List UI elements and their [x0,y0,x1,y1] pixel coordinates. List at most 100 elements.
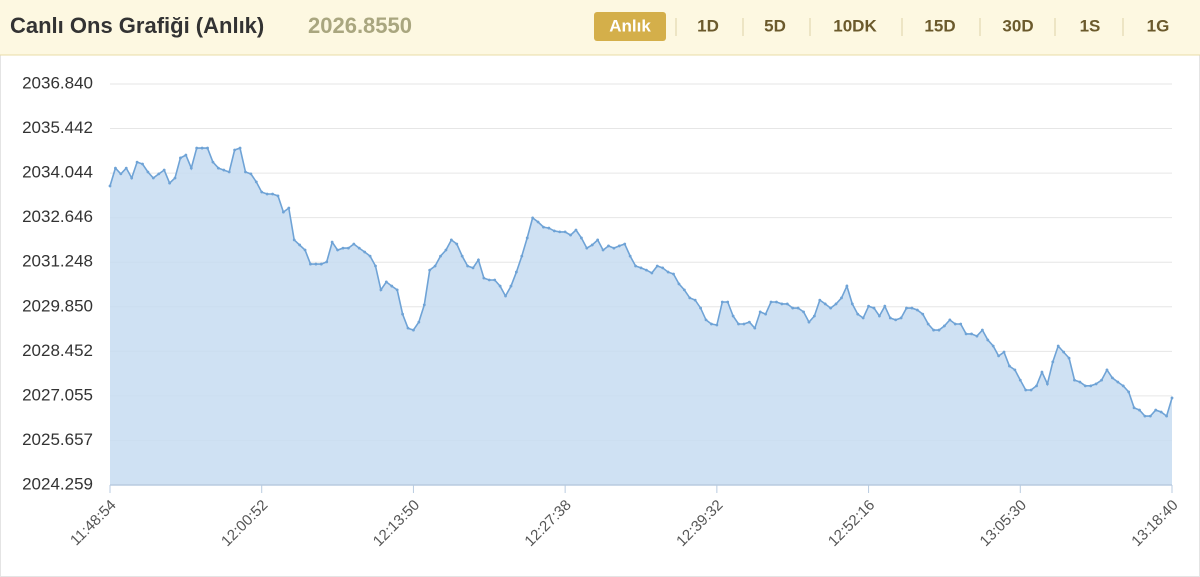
point [1159,410,1163,414]
period-button-bg[interactable] [594,12,666,41]
point [336,248,339,252]
point [303,248,307,252]
point [173,176,177,180]
point [558,230,562,234]
point [812,314,816,318]
point [1029,388,1033,392]
point [374,264,377,268]
point [585,246,589,250]
point [791,306,795,310]
point [742,322,746,326]
period-button[interactable]: 5D [764,16,786,35]
point [932,328,935,332]
point [764,312,768,316]
point [910,306,914,310]
point [753,326,757,330]
period-button[interactable]: Anlık [609,16,651,35]
point [948,318,952,322]
period-button[interactable]: 1G [1147,16,1170,35]
point [433,264,437,268]
point [769,300,773,304]
point [477,258,480,262]
point [135,160,139,164]
point [449,238,453,242]
point [970,332,973,336]
point [699,306,703,310]
period-button[interactable]: 10DK [833,16,877,35]
point [455,242,459,246]
point [655,264,659,268]
point [260,190,264,194]
point [607,244,610,248]
point [818,298,822,302]
point [168,181,172,185]
point [1110,376,1114,380]
point [834,302,838,306]
point [368,254,372,258]
point [157,172,161,176]
point [498,284,502,288]
point [227,170,231,174]
period-button[interactable]: 1D [697,16,719,35]
point [726,300,730,304]
point [850,302,854,306]
point [417,320,421,324]
point [845,284,849,288]
point [888,316,892,320]
period-button[interactable]: 15D [924,16,955,35]
point [509,284,513,288]
point [953,322,957,326]
point [856,312,860,316]
point [899,316,903,320]
point [688,296,692,300]
point [1062,350,1066,354]
point [720,300,724,304]
y-tick-label: 2031.248 [22,252,93,271]
point [590,243,594,247]
point [894,318,898,322]
point [552,229,556,233]
point [1073,378,1076,382]
point [151,176,155,180]
point [233,148,237,152]
point [1121,384,1125,388]
point [162,168,166,172]
point [1078,380,1082,384]
point [617,244,621,248]
point [840,296,843,300]
point [666,270,670,274]
period-button[interactable]: 1S [1080,16,1101,35]
y-tick-label: 2029.850 [22,296,93,315]
point [997,354,1001,358]
point [249,172,253,176]
point [347,246,350,250]
point [682,288,686,292]
point [406,326,410,330]
point [319,262,323,266]
point [601,248,605,252]
point [542,225,545,229]
point [1083,384,1087,388]
point [384,280,388,284]
point [704,318,708,322]
point [390,284,394,288]
point [287,206,291,210]
point [189,166,193,170]
point [1165,414,1168,418]
point [1040,370,1044,374]
point [596,238,600,242]
point [114,166,117,170]
point [1056,344,1060,348]
point [1067,356,1071,360]
period-button[interactable]: 30D [1002,16,1033,35]
point [569,233,572,237]
point [531,216,535,220]
point [861,316,865,320]
point [563,230,567,234]
y-tick-label: 2025.657 [22,430,93,449]
point [309,262,312,266]
point [1170,396,1174,400]
point [547,226,551,230]
point [298,243,302,247]
